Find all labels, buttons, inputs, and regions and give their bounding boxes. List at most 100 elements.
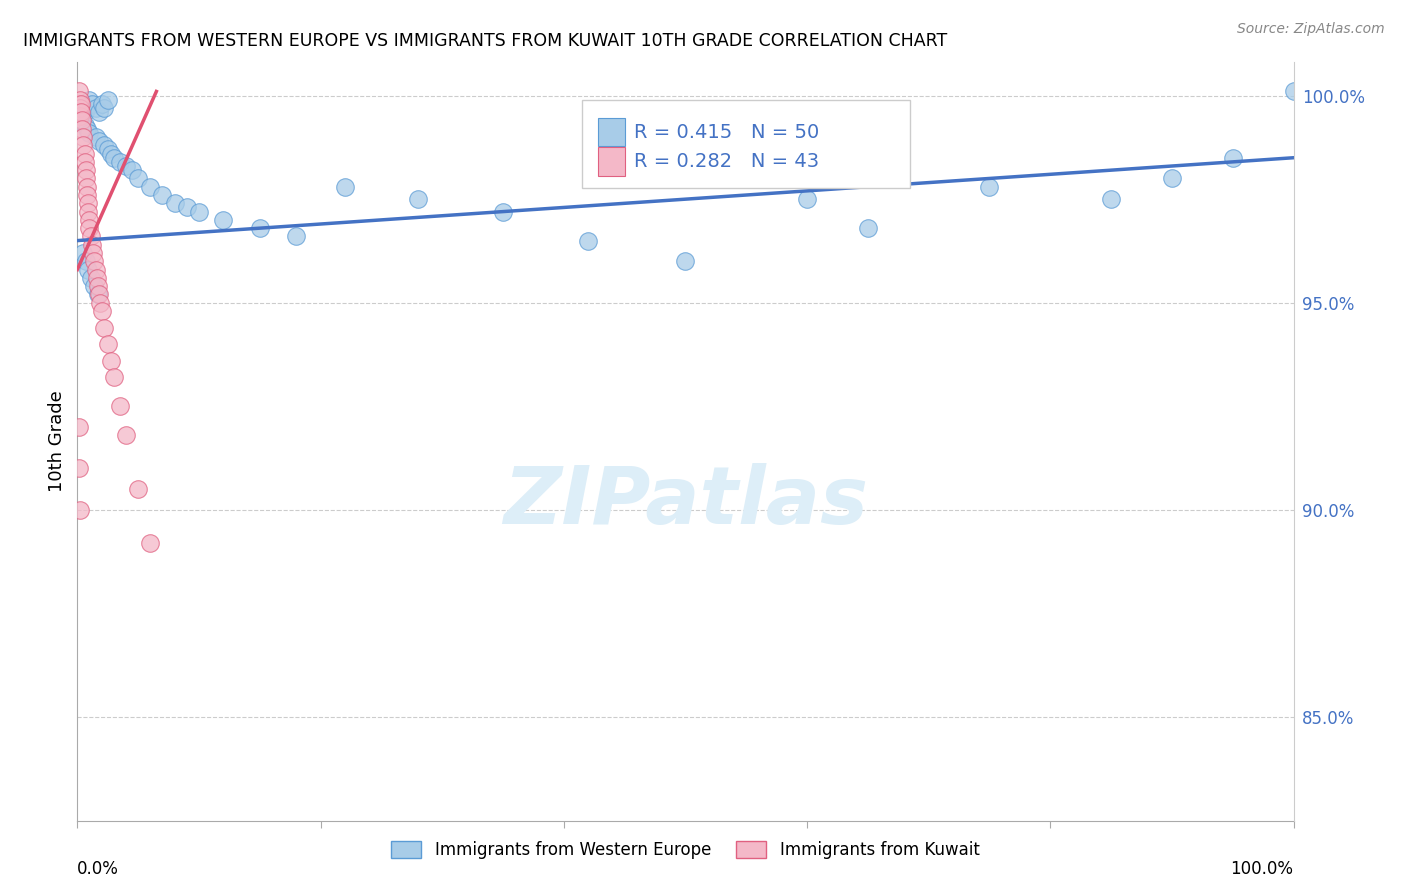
Point xyxy=(77,204,100,219)
FancyBboxPatch shape xyxy=(598,147,624,176)
Point xyxy=(139,179,162,194)
Y-axis label: 10th Grade: 10th Grade xyxy=(48,391,66,492)
Point xyxy=(979,179,1001,194)
Point xyxy=(1222,151,1244,165)
Point xyxy=(75,171,97,186)
Point xyxy=(89,134,111,148)
Point xyxy=(84,101,107,115)
Point xyxy=(1161,171,1184,186)
Point xyxy=(70,96,93,111)
Point xyxy=(73,118,96,132)
Point xyxy=(84,130,107,145)
Point xyxy=(333,179,356,194)
Point xyxy=(80,237,103,252)
Point xyxy=(176,201,198,215)
Point xyxy=(856,221,879,235)
Point xyxy=(83,279,105,293)
Point xyxy=(100,146,122,161)
Point xyxy=(89,287,111,301)
Point xyxy=(87,279,110,293)
Point xyxy=(69,503,91,517)
Point xyxy=(69,101,91,115)
Point xyxy=(73,154,96,169)
Point xyxy=(72,130,94,145)
Point xyxy=(70,113,93,128)
Point xyxy=(80,271,103,285)
Point xyxy=(89,295,111,310)
Point xyxy=(80,229,103,244)
Point xyxy=(70,105,93,120)
Point xyxy=(76,179,98,194)
Point xyxy=(115,159,138,173)
Point xyxy=(87,287,110,301)
Point xyxy=(69,109,91,123)
Point xyxy=(70,113,93,128)
Point xyxy=(89,105,111,120)
Point xyxy=(152,188,174,202)
Point xyxy=(67,420,90,434)
Point xyxy=(163,196,186,211)
Point xyxy=(77,196,100,211)
Point xyxy=(93,101,115,115)
Text: 100.0%: 100.0% xyxy=(1230,860,1294,878)
Point xyxy=(79,126,101,140)
Text: R = 0.415   N = 50: R = 0.415 N = 50 xyxy=(634,122,820,142)
Point xyxy=(76,121,98,136)
Point xyxy=(127,482,149,496)
Point xyxy=(103,370,125,384)
Point xyxy=(1282,85,1305,99)
Point xyxy=(406,192,429,206)
Text: Source: ZipAtlas.com: Source: ZipAtlas.com xyxy=(1237,22,1385,37)
Point xyxy=(79,221,101,235)
Text: ZIPatlas: ZIPatlas xyxy=(503,463,868,541)
Point xyxy=(108,154,131,169)
Point xyxy=(97,143,120,157)
Point xyxy=(249,221,271,235)
Point xyxy=(1099,192,1122,206)
Point xyxy=(127,171,149,186)
Point xyxy=(576,234,599,248)
Point xyxy=(97,337,120,351)
Point xyxy=(93,138,115,153)
Point xyxy=(70,121,93,136)
Point xyxy=(76,101,98,115)
Point xyxy=(97,93,120,107)
Point xyxy=(67,96,90,111)
Point xyxy=(90,96,112,111)
Point xyxy=(80,96,103,111)
Point xyxy=(67,105,90,120)
Point xyxy=(73,146,96,161)
Point xyxy=(72,246,94,260)
Point xyxy=(69,93,91,107)
Point xyxy=(108,400,131,414)
Point xyxy=(67,85,90,99)
Point xyxy=(212,213,235,227)
Point xyxy=(139,536,162,550)
Text: R = 0.282   N = 43: R = 0.282 N = 43 xyxy=(634,152,820,171)
Legend: Immigrants from Western Europe, Immigrants from Kuwait: Immigrants from Western Europe, Immigran… xyxy=(385,834,986,865)
Point xyxy=(796,192,818,206)
Point xyxy=(188,204,211,219)
FancyBboxPatch shape xyxy=(598,118,624,146)
Point xyxy=(492,204,515,219)
Point xyxy=(103,151,125,165)
Point xyxy=(84,262,107,277)
Point xyxy=(75,163,97,178)
Point xyxy=(86,271,108,285)
Point xyxy=(83,254,105,268)
Point xyxy=(77,262,100,277)
Point xyxy=(67,461,90,475)
Point xyxy=(121,163,143,178)
Point xyxy=(82,246,104,260)
Point xyxy=(285,229,308,244)
Point xyxy=(79,93,101,107)
Text: 0.0%: 0.0% xyxy=(77,860,120,878)
Text: IMMIGRANTS FROM WESTERN EUROPE VS IMMIGRANTS FROM KUWAIT 10TH GRADE CORRELATION : IMMIGRANTS FROM WESTERN EUROPE VS IMMIGR… xyxy=(22,32,946,50)
Point xyxy=(73,105,96,120)
Point xyxy=(72,138,94,153)
Point xyxy=(100,353,122,368)
Point xyxy=(79,213,101,227)
Point xyxy=(93,320,115,334)
Point xyxy=(90,304,112,318)
Point xyxy=(75,254,97,268)
